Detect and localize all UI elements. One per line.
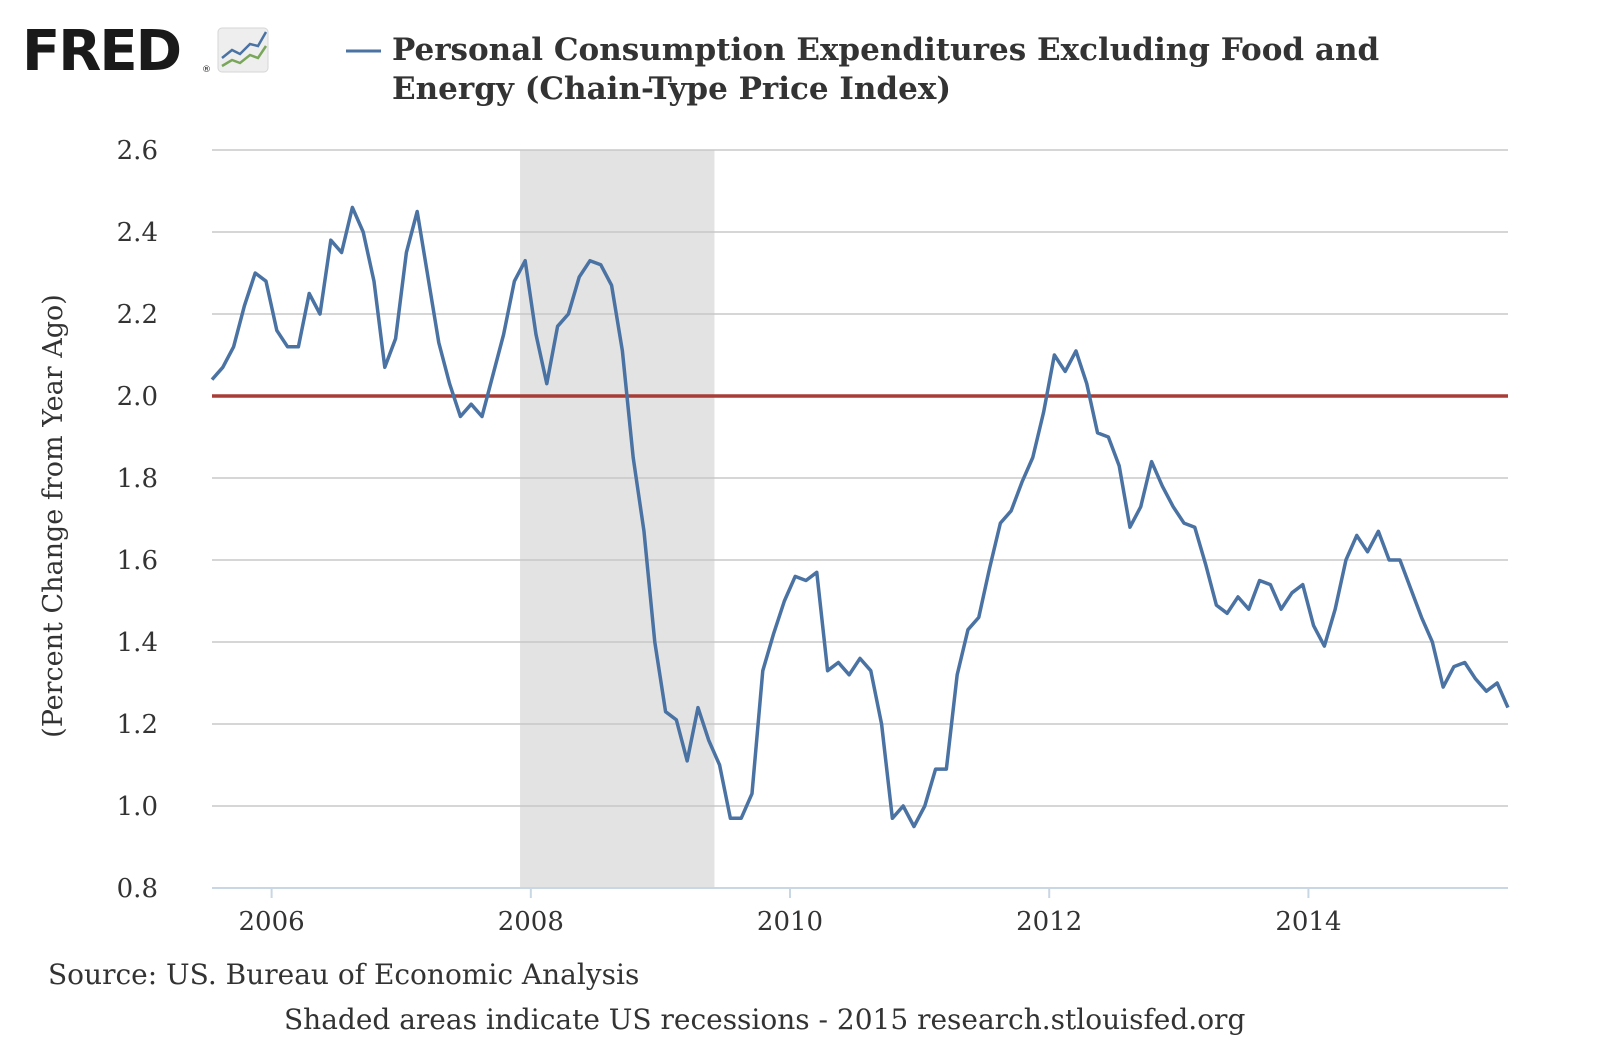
y-tick-label: 1.0 <box>117 792 158 822</box>
x-tick-label: 2010 <box>757 907 823 937</box>
y-tick-label: 1.2 <box>117 710 158 740</box>
chart-title-line2: Energy (Chain-Type Price Index) <box>392 71 951 107</box>
y-tick-label: 2.4 <box>117 218 158 248</box>
fred-logo-text: FRED <box>22 19 180 84</box>
recession-layer <box>520 150 715 888</box>
fred-logo: FRED ® <box>22 19 269 84</box>
recession-note: Shaded areas indicate US recessions - 20… <box>284 1003 1245 1036</box>
y-axis-ticks: 0.8 1.0 1.2 1.4 1.6 1.8 2.0 2.2 2.4 2.6 <box>117 136 158 904</box>
x-axis-ticks: 2006 2008 2010 2012 2014 <box>239 907 1342 937</box>
fred-logo-registered-mark: ® <box>202 65 211 75</box>
y-tick-label: 2.2 <box>117 300 158 330</box>
y-axis-label: (Percent Change from Year Ago) <box>38 294 69 738</box>
plot-area: 0.81.01.21.41.61.82.02.22.42.6 2006 2008 2… <box>117 136 1510 937</box>
y-tick-label: 2.0 <box>117 382 158 412</box>
recession-shade <box>520 150 715 888</box>
y-tick-label: 1.4 <box>117 628 158 658</box>
chart-title-line1: Personal Consumption Expenditures Exclud… <box>392 32 1379 68</box>
y-tick-label: 2.6 <box>117 136 158 166</box>
x-tick-label: 2012 <box>1016 907 1082 937</box>
y-tick-label: 1.8 <box>117 464 158 494</box>
series-line-pce <box>210 205 1510 829</box>
series-layer <box>210 205 1510 829</box>
x-tick-label: 2008 <box>498 907 564 937</box>
y-tick-label: 0.8 <box>117 874 158 904</box>
fred-chart-icon <box>217 27 269 73</box>
source-note: Source: US. Bureau of Economic Analysis <box>48 958 639 991</box>
y-tick-label: 1.6 <box>117 546 158 576</box>
x-tick-label: 2014 <box>1275 907 1341 937</box>
x-axis <box>212 887 1508 898</box>
x-tick-label: 2006 <box>239 907 305 937</box>
